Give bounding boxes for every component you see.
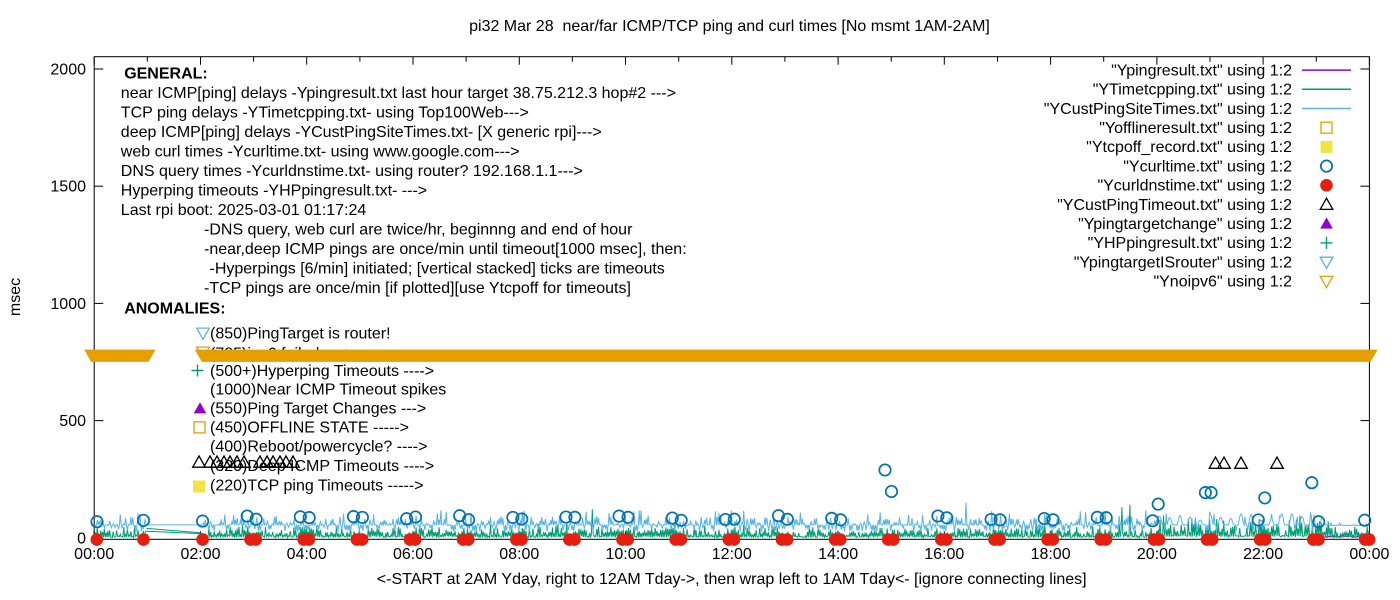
svg-text:TCP ping delays -YTimetcpping.: TCP ping delays -YTimetcpping.txt- using… [121, 105, 529, 122]
svg-text:msec: msec [7, 278, 24, 316]
svg-text:(450)OFFLINE STATE ----->: (450)OFFLINE STATE -----> [210, 420, 409, 437]
svg-text:14:00: 14:00 [818, 546, 858, 563]
svg-text:08:00: 08:00 [499, 546, 539, 563]
svg-text:18:00: 18:00 [1031, 546, 1071, 563]
svg-text:GENERAL:: GENERAL: [124, 66, 208, 83]
svg-text:"Yofflineresult.txt" using 1:2: "Yofflineresult.txt" using 1:2 [1099, 120, 1292, 137]
svg-text:pi32 Mar 28 near/far ICMP/TCP: pi32 Mar 28 near/far ICMP/TCP ping and c… [469, 18, 990, 35]
svg-text:"Ynoipv6" using 1:2: "Ynoipv6" using 1:2 [1153, 274, 1292, 291]
svg-text:"YCustPingTimeout.txt" using 1: "YCustPingTimeout.txt" using 1:2 [1057, 197, 1292, 214]
svg-text:(220)TCP ping Timeouts ----->: (220)TCP ping Timeouts -----> [210, 478, 424, 495]
svg-text:"Ycurltime.txt" using 1:2: "Ycurltime.txt" using 1:2 [1123, 158, 1292, 175]
svg-text:-Hyperpings [6/min] initiated;: -Hyperpings [6/min] initiated; [vertical… [210, 261, 665, 278]
svg-text:(320)Deep ICMP Timeouts ---->: (320)Deep ICMP Timeouts ----> [210, 458, 434, 475]
svg-text:00:00: 00:00 [1349, 546, 1389, 563]
svg-text:Hyperping timeouts -YHPpingres: Hyperping timeouts -YHPpingresult.txt- -… [121, 183, 427, 200]
svg-text:DNS query times -Ycurldnstime.: DNS query times -Ycurldnstime.txt- using… [121, 163, 583, 180]
svg-text:near ICMP[ping] delays -Ypingr: near ICMP[ping] delays -Ypingresult.txt … [121, 85, 676, 102]
svg-text:16:00: 16:00 [924, 546, 964, 563]
svg-text:02:00: 02:00 [180, 546, 220, 563]
svg-text:"Ycurldnstime.txt" using 1:2: "Ycurldnstime.txt" using 1:2 [1097, 178, 1292, 195]
svg-text:1000: 1000 [50, 296, 86, 313]
svg-text:"YTimetcpping.txt" using 1:2: "YTimetcpping.txt" using 1:2 [1093, 82, 1292, 99]
svg-text:"Ytcpoff_record.txt" using 1:2: "Ytcpoff_record.txt" using 1:2 [1086, 139, 1292, 156]
svg-text:"YpingtargetISrouter" using 1:: "YpingtargetISrouter" using 1:2 [1074, 254, 1292, 271]
svg-text:Last rpi boot: 2025-03-01 01:1: Last rpi boot: 2025-03-01 01:17:24 [121, 202, 367, 219]
svg-text:"Ypingresult.txt" using 1:2: "Ypingresult.txt" using 1:2 [1111, 62, 1292, 79]
svg-text:(550)Ping Target Changes --->: (550)Ping Target Changes ---> [210, 400, 426, 417]
svg-text:web curl times -Ycurltime.txt-: web curl times -Ycurltime.txt- using www… [120, 144, 520, 161]
svg-text:500: 500 [59, 413, 86, 430]
svg-text:-DNS query, web curl are twice: -DNS query, web curl are twice/hr, begin… [204, 222, 633, 239]
svg-text:(400)Reboot/powercycle? ---->: (400)Reboot/powercycle? ----> [210, 439, 427, 456]
svg-text:04:00: 04:00 [287, 546, 327, 563]
svg-text:22:00: 22:00 [1243, 546, 1283, 563]
svg-text:(850)PingTarget is router!: (850)PingTarget is router! [210, 325, 391, 342]
svg-text:-TCP pings are once/min [if pl: -TCP pings are once/min [if plotted][use… [204, 280, 631, 297]
svg-text:1500: 1500 [50, 179, 86, 196]
svg-text:10:00: 10:00 [605, 546, 645, 563]
svg-text:"Ypingtargetchange" using 1:2: "Ypingtargetchange" using 1:2 [1078, 216, 1292, 233]
svg-text:ANOMALIES:: ANOMALIES: [124, 300, 225, 317]
svg-text:(500+)Hyperping Timeouts ---->: (500+)Hyperping Timeouts ----> [210, 363, 434, 380]
svg-text:20:00: 20:00 [1137, 546, 1177, 563]
svg-text:-near,deep ICMP pings are once: -near,deep ICMP pings are once/min until… [204, 241, 687, 258]
svg-text:0: 0 [77, 530, 86, 547]
svg-text:00:00: 00:00 [74, 546, 114, 563]
svg-text:(1000)Near ICMP Timeout spikes: (1000)Near ICMP Timeout spikes [210, 382, 446, 399]
svg-text:12:00: 12:00 [712, 546, 752, 563]
svg-text:2000: 2000 [50, 62, 86, 79]
svg-text:06:00: 06:00 [393, 546, 433, 563]
svg-text:"YCustPingSiteTimes.txt" using: "YCustPingSiteTimes.txt" using 1:2 [1044, 101, 1292, 118]
svg-text:<-START at 2AM Yday, right to: <-START at 2AM Yday, right to 12AM Tday-… [377, 571, 1087, 588]
svg-text:deep ICMP[ping] delays -YCustP: deep ICMP[ping] delays -YCustPingSiteTim… [121, 124, 602, 141]
svg-text:"YHPpingresult.txt" using 1:2: "YHPpingresult.txt" using 1:2 [1088, 235, 1292, 252]
